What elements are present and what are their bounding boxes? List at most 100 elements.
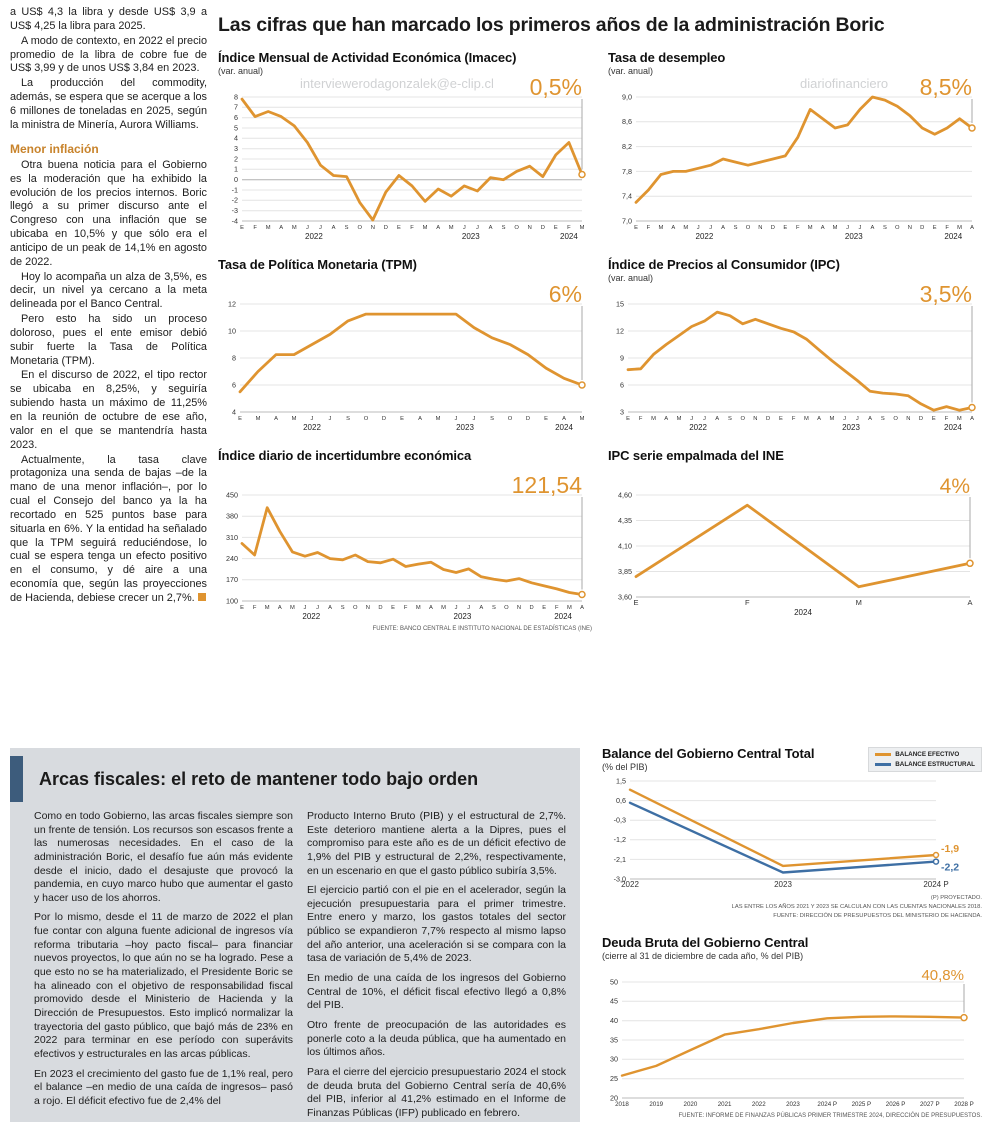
svg-text:1,5: 1,5 — [616, 776, 626, 785]
svg-text:E: E — [391, 605, 395, 611]
svg-text:O: O — [353, 605, 358, 611]
article-paragraph: La producción del commodity, además, se … — [10, 77, 207, 131]
svg-text:6: 6 — [234, 113, 238, 122]
article-paragraph: En el discurso de 2022, el tipo rector s… — [10, 369, 207, 451]
chart-incertidumbre: Índice diario de incertidumbre económica… — [218, 448, 592, 633]
fiscal-section: Arcas fiscales: el reto de mantener todo… — [10, 748, 580, 1122]
svg-text:2025 P: 2025 P — [852, 1101, 872, 1108]
svg-text:8,5%: 8,5% — [920, 77, 972, 100]
svg-text:2023: 2023 — [454, 612, 472, 621]
svg-text:E: E — [779, 416, 783, 422]
svg-text:100: 100 — [226, 596, 238, 605]
svg-text:380: 380 — [226, 512, 238, 521]
svg-text:E: E — [240, 225, 244, 231]
chart-title: IPC serie empalmada del INE — [608, 448, 784, 463]
svg-text:2024 P: 2024 P — [817, 1101, 837, 1108]
footnote: FUENTE: DIRECCIÓN DE PRESUPUESTOS DEL MI… — [773, 912, 982, 919]
svg-text:121,54: 121,54 — [512, 475, 583, 498]
svg-text:M: M — [256, 416, 261, 422]
svg-text:0: 0 — [234, 175, 238, 184]
svg-text:2024: 2024 — [560, 232, 578, 241]
svg-text:D: D — [771, 225, 775, 231]
svg-text:E: E — [633, 598, 638, 607]
svg-text:J: J — [304, 605, 307, 611]
svg-text:2022: 2022 — [302, 612, 320, 621]
svg-text:A: A — [817, 416, 821, 422]
svg-text:E: E — [932, 416, 936, 422]
svg-text:J: J — [455, 416, 458, 422]
svg-text:M: M — [580, 416, 585, 422]
svg-text:E: E — [238, 416, 242, 422]
chart-ipc: Índice de Precios al Consumidor (IPC) (v… — [608, 257, 982, 436]
svg-text:2028 P: 2028 P — [954, 1101, 974, 1108]
article-paragraph-text: Actualmente, la tasa clave protagoniza u… — [10, 453, 207, 604]
svg-text:2: 2 — [234, 154, 238, 163]
charts-grid: Índice Mensual de Actividad Económica (I… — [218, 50, 982, 633]
svg-text:M: M — [804, 416, 809, 422]
svg-text:2022: 2022 — [696, 232, 714, 241]
fiscal-column-2: Producto Interno Bruto (PIB) y el estruc… — [307, 810, 566, 1126]
svg-text:2023: 2023 — [786, 1101, 800, 1108]
svg-text:M: M — [829, 416, 834, 422]
svg-text:S: S — [728, 416, 732, 422]
svg-text:2022: 2022 — [689, 423, 707, 432]
svg-text:50: 50 — [610, 977, 618, 986]
svg-text:-1,2: -1,2 — [614, 835, 626, 844]
svg-text:S: S — [346, 416, 350, 422]
svg-text:J: J — [455, 605, 458, 611]
svg-text:7: 7 — [234, 103, 238, 112]
svg-text:F: F — [945, 225, 949, 231]
article-paragraph: A modo de contexto, en 2022 el precio pr… — [10, 34, 207, 75]
svg-text:F: F — [639, 416, 643, 422]
svg-text:E: E — [544, 416, 548, 422]
svg-text:J: J — [703, 416, 706, 422]
svg-text:F: F — [404, 605, 408, 611]
svg-text:M: M — [677, 416, 682, 422]
article-paragraph: Otra buena noticia para el Gobierno es l… — [10, 158, 207, 268]
ipc-empalmada-plot: 4,60 4,35 4,10 3,85 3,60 E F M A 2024 4% — [608, 475, 982, 621]
left-article-column: a US$ 4,3 la libra y desde US$ 3,9 a US$… — [10, 6, 207, 607]
svg-text:A: A — [429, 605, 433, 611]
svg-text:O: O — [746, 225, 751, 231]
svg-text:A: A — [721, 225, 725, 231]
svg-text:9: 9 — [620, 353, 624, 362]
svg-text:J: J — [690, 416, 693, 422]
svg-text:A: A — [870, 225, 874, 231]
svg-text:4,35: 4,35 — [618, 516, 632, 525]
svg-text:D: D — [384, 225, 388, 231]
svg-text:S: S — [490, 416, 494, 422]
svg-text:2022: 2022 — [305, 232, 323, 241]
svg-text:N: N — [371, 225, 375, 231]
svg-text:A: A — [562, 416, 566, 422]
svg-text:A: A — [671, 225, 675, 231]
svg-text:A: A — [418, 416, 422, 422]
svg-text:20: 20 — [610, 1093, 618, 1102]
svg-text:240: 240 — [226, 554, 238, 563]
svg-text:J: J — [306, 225, 309, 231]
svg-text:E: E — [634, 225, 638, 231]
svg-text:N: N — [366, 605, 370, 611]
svg-text:F: F — [555, 605, 559, 611]
svg-text:A: A — [328, 605, 332, 611]
chart-imacec: Índice Mensual de Actividad Económica (I… — [218, 50, 592, 245]
article-paragraph: Hoy lo acompaña un alza de 3,5%, es deci… — [10, 270, 207, 311]
svg-text:4: 4 — [232, 407, 236, 416]
svg-text:M: M — [567, 605, 572, 611]
svg-text:D: D — [766, 416, 770, 422]
svg-text:J: J — [843, 416, 846, 422]
svg-text:M: M — [416, 605, 421, 611]
svg-text:-1: -1 — [232, 185, 238, 194]
fiscal-paragraph: El ejercicio partió con el pie en el ace… — [307, 884, 566, 965]
svg-text:D: D — [526, 416, 530, 422]
svg-text:J: J — [856, 416, 859, 422]
svg-text:F: F — [567, 225, 571, 231]
svg-text:D: D — [530, 605, 534, 611]
svg-text:O: O — [504, 605, 509, 611]
svg-text:M: M — [292, 225, 297, 231]
fiscal-paragraph: Como en todo Gobierno, las arcas fiscale… — [34, 810, 293, 904]
svg-text:4: 4 — [234, 134, 238, 143]
headline-accent-bar — [10, 756, 23, 802]
chart-deuda: Deuda Bruta del Gobierno Central (cierre… — [602, 935, 982, 1120]
chart-title: Tasa de Política Monetaria (TPM) — [218, 257, 417, 272]
svg-text:S: S — [883, 225, 887, 231]
